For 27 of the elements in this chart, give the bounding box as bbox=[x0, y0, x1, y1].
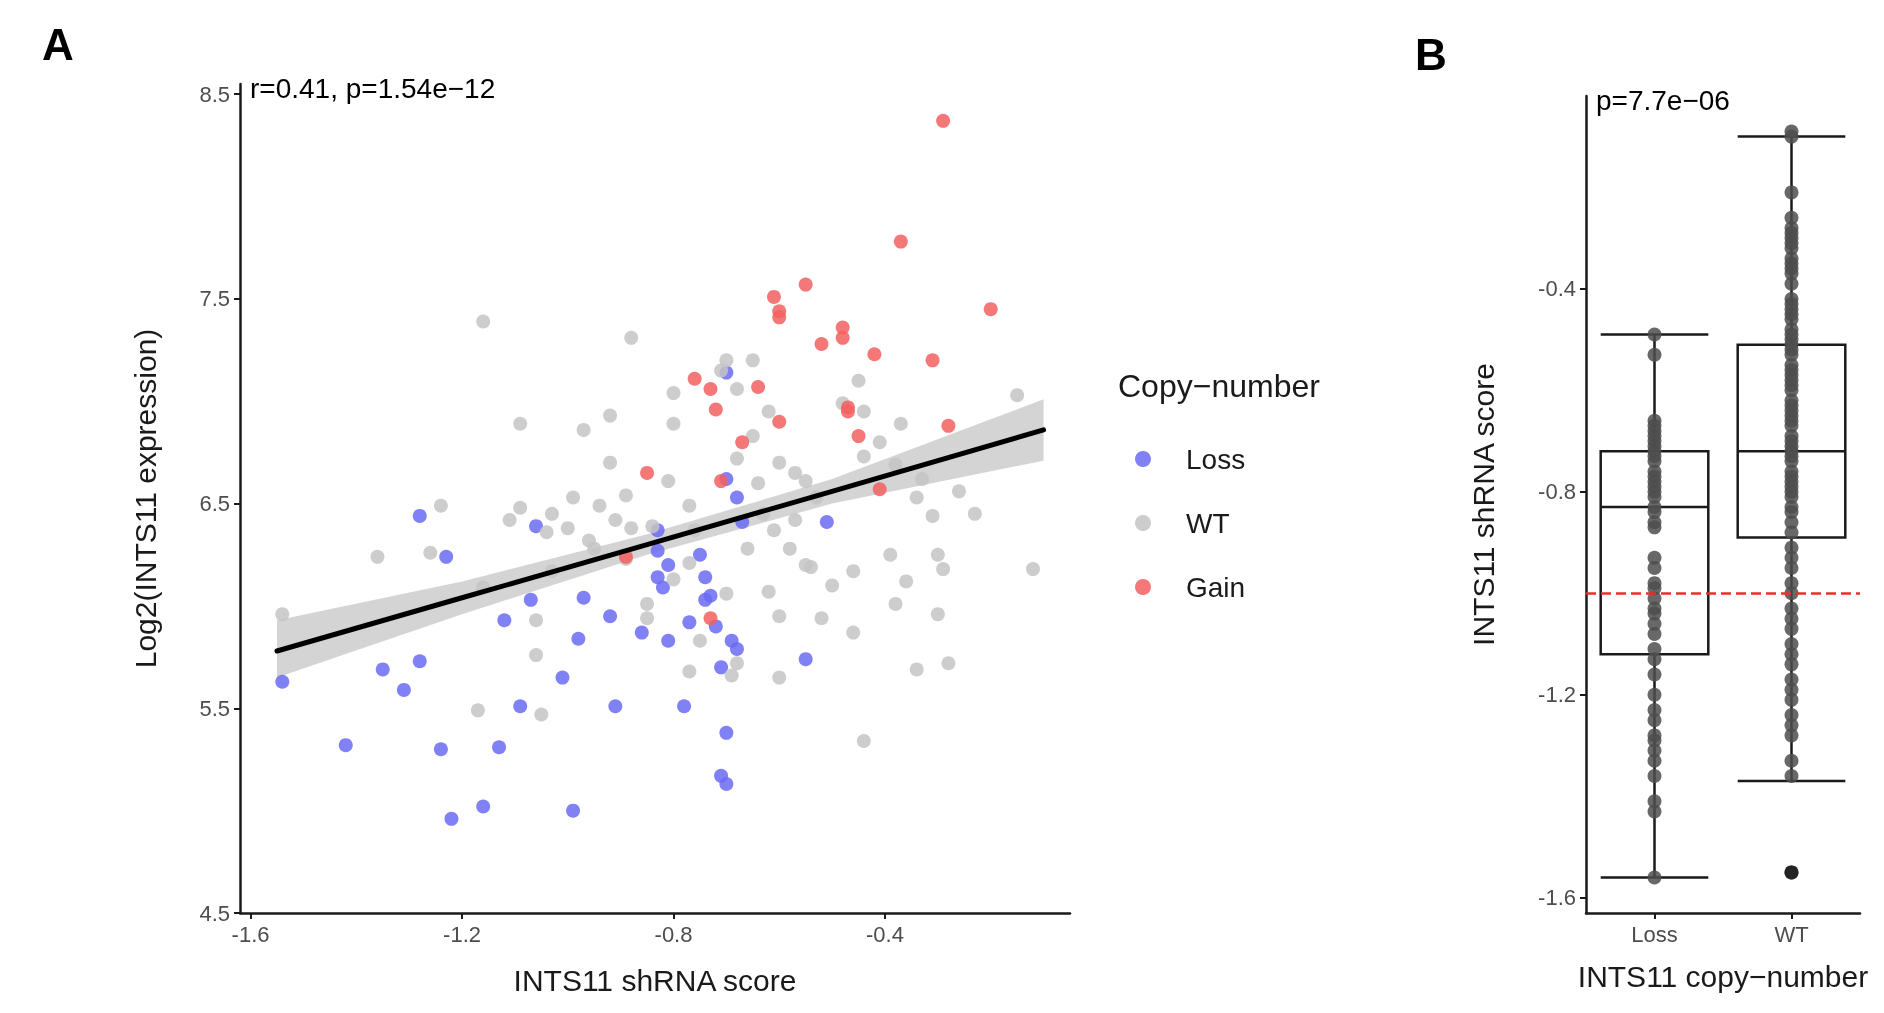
x-tick-label: -1.2 bbox=[443, 921, 481, 947]
text: B bbox=[1415, 29, 1447, 79]
y-tick-label: -1.6 bbox=[1538, 885, 1576, 911]
legend-label: Loss bbox=[1186, 443, 1246, 475]
y-axis-title: INTS11 shRNA score bbox=[1466, 363, 1500, 646]
x-axis-title: INTS11 shRNA score bbox=[513, 963, 797, 997]
legend-label: Gain bbox=[1186, 571, 1246, 603]
y-tick-label: -1.2 bbox=[1538, 682, 1576, 708]
x-tick-label: -0.8 bbox=[654, 921, 693, 947]
annotation: r=0.41, p=1.54e−12 bbox=[250, 72, 496, 104]
x-tick-label: -0.4 bbox=[866, 921, 904, 947]
annotation: p=7.7e−06 bbox=[1596, 84, 1730, 116]
y-tick-label: -0.4 bbox=[1538, 276, 1576, 302]
legend-title: Copy−number bbox=[1118, 368, 1321, 404]
y-tick-label: 7.5 bbox=[199, 286, 230, 312]
y-axis-title: Log2(INTS11 expression) bbox=[128, 328, 162, 669]
y-tick-label: 5.5 bbox=[199, 695, 230, 721]
x-tick-label: Loss bbox=[1631, 921, 1678, 947]
legend-label: WT bbox=[1186, 507, 1230, 539]
x-axis-title: INTS11 copy−number bbox=[1577, 959, 1869, 993]
y-tick-label: 4.5 bbox=[199, 900, 230, 926]
y-tick-label: 6.5 bbox=[199, 491, 230, 517]
x-tick-label: WT bbox=[1774, 921, 1809, 947]
x-tick-label: -1.6 bbox=[231, 921, 270, 947]
text: A bbox=[42, 19, 74, 69]
y-tick-label: -0.8 bbox=[1538, 479, 1576, 505]
y-tick-label: 8.5 bbox=[199, 81, 230, 107]
